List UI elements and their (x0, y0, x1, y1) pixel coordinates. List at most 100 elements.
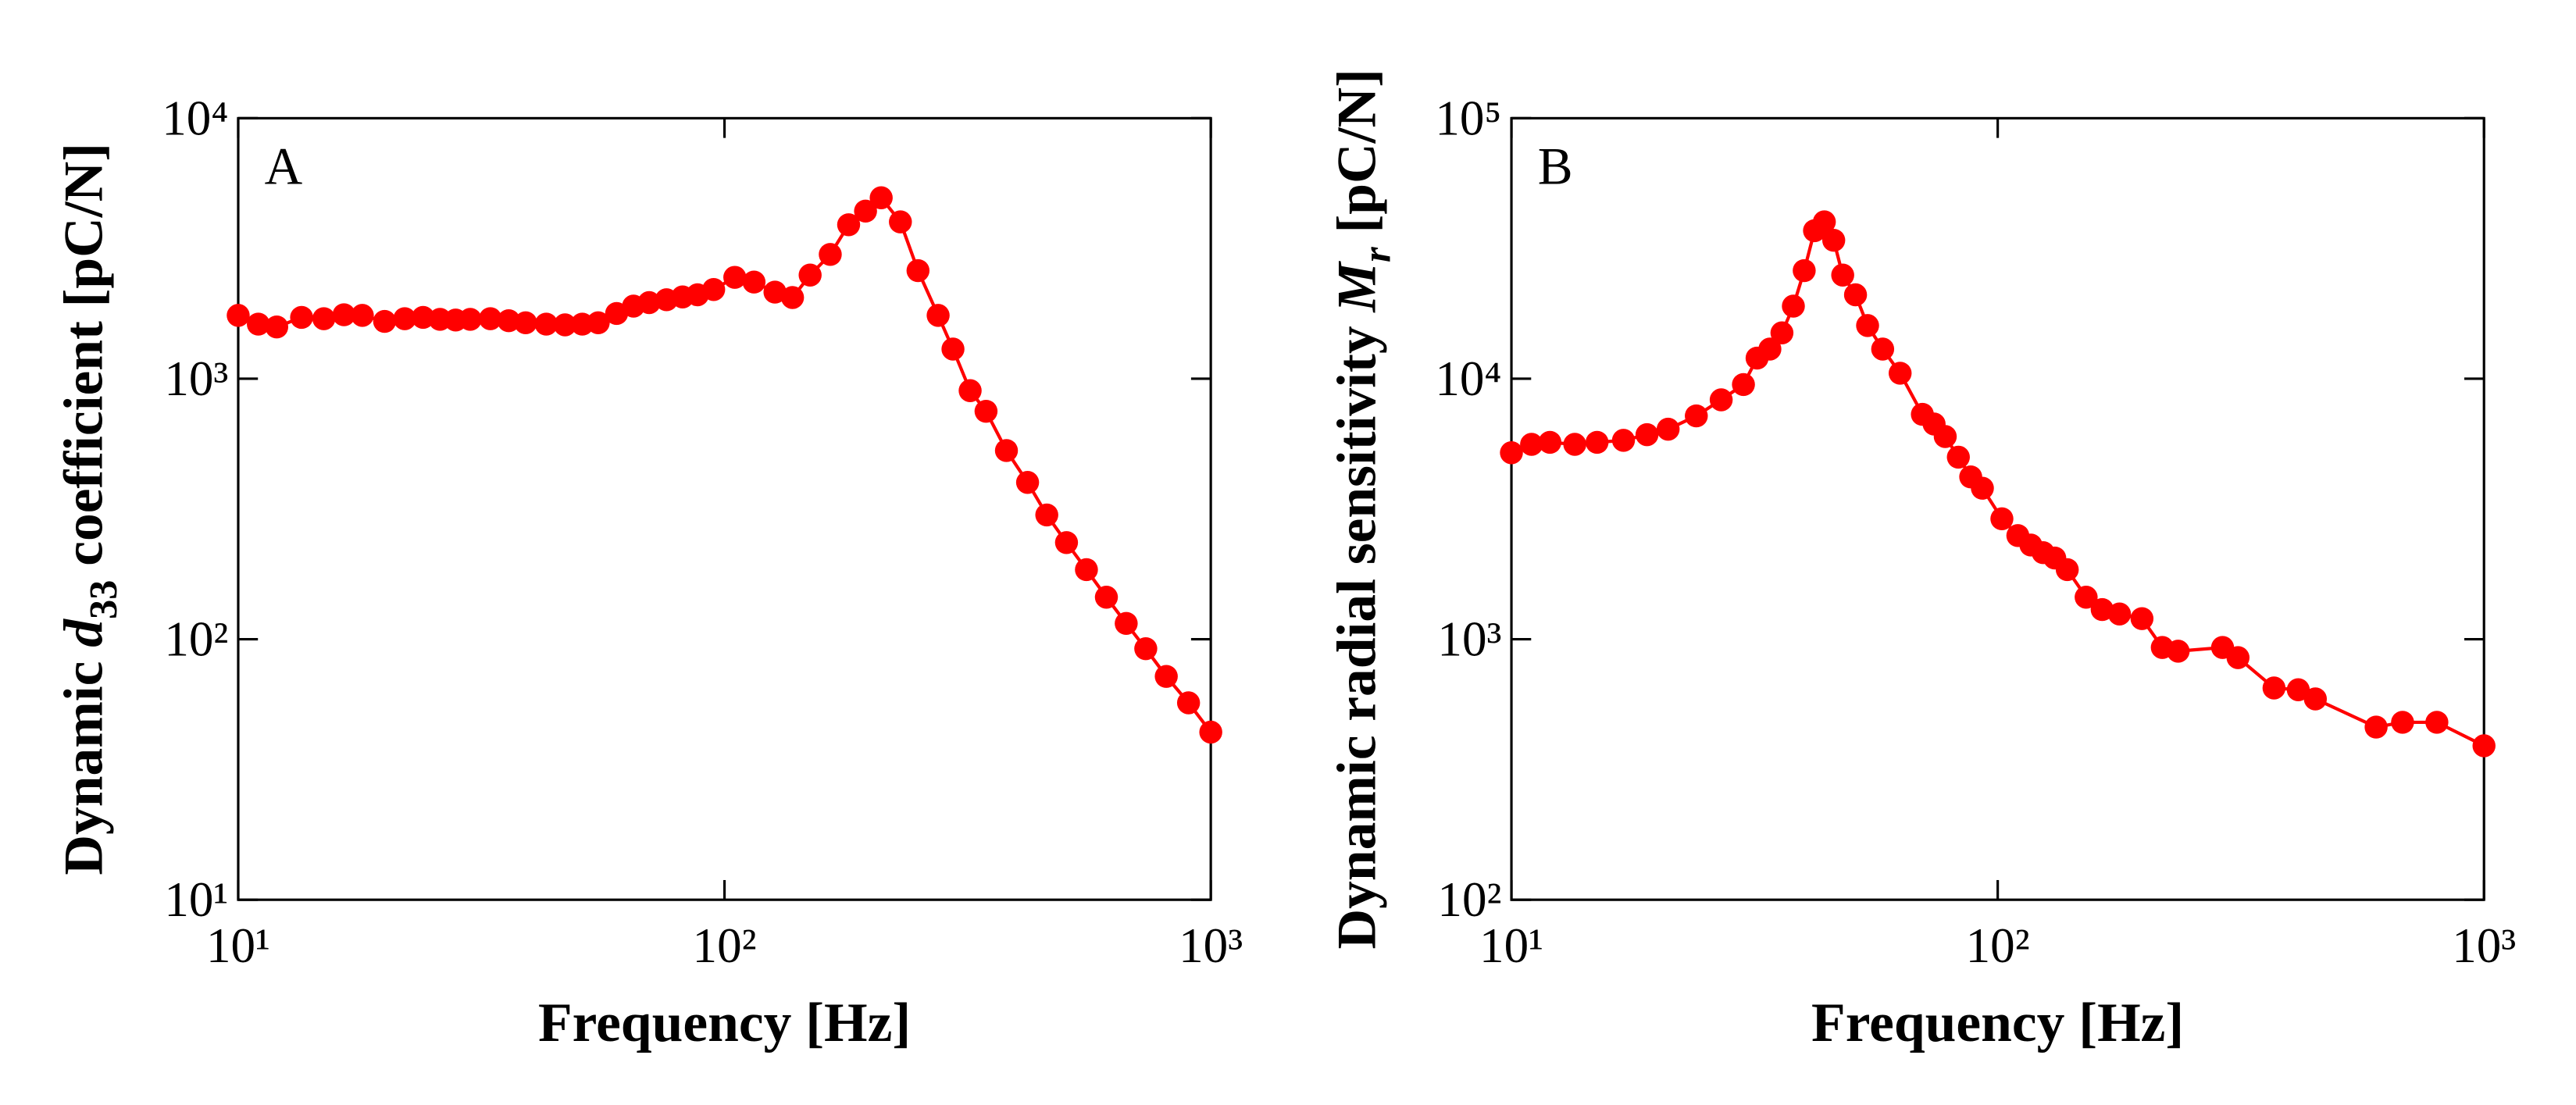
data-point (854, 199, 877, 223)
y-tick-label: 10² (164, 612, 228, 667)
data-point (869, 186, 893, 209)
data-point (1199, 720, 1222, 744)
data-point (1793, 258, 1816, 283)
data-point (1035, 503, 1058, 527)
y-tick-label: 10¹ (164, 872, 228, 927)
data-line (1511, 219, 2485, 747)
data-point (1585, 430, 1609, 454)
data-point (1563, 433, 1586, 456)
x-axis-label: Frequency [Hz] (1811, 992, 2184, 1053)
data-point (958, 379, 982, 402)
data-point (351, 304, 374, 327)
x-tick-label: 10³ (2452, 918, 2516, 973)
y-tick-label: 10⁵ (1435, 91, 1501, 145)
data-point (458, 308, 482, 331)
x-tick-label: 10³ (1179, 918, 1243, 973)
data-point (2286, 678, 2310, 701)
y-tick-label: 10³ (164, 351, 228, 406)
data-point (1843, 283, 1868, 307)
data-point (994, 439, 1019, 462)
data-point (723, 266, 747, 289)
panel-label: A (265, 137, 303, 195)
x-tick-label: 10² (1966, 918, 2030, 973)
x-tick-label: 10¹ (1479, 918, 1543, 973)
data-point (1933, 425, 1957, 448)
data-point (1054, 531, 1079, 554)
y-label-text: Dynamic radial sensitivity (1325, 312, 1387, 950)
data-point (819, 243, 842, 266)
data-point (2166, 640, 2190, 663)
data-point (553, 313, 577, 337)
y-label-symbol: d (52, 618, 114, 647)
data-point (1856, 314, 1879, 337)
data-point (1094, 586, 1119, 609)
data-point (1709, 388, 1733, 412)
data-point (1176, 691, 1201, 715)
data-point (1520, 433, 1543, 456)
data-point (587, 311, 610, 335)
plot-frame (1510, 116, 2485, 901)
data-point (2075, 586, 2098, 609)
data-point (2130, 607, 2154, 630)
data-point (411, 305, 435, 330)
y-label-text: coefficient [pC/N] (52, 143, 114, 580)
panel-label: B (1538, 137, 1573, 195)
data-point (373, 309, 397, 333)
data-point (2472, 734, 2496, 757)
data-point (1946, 445, 1970, 469)
data-point (1500, 441, 1523, 465)
data-point (780, 286, 805, 309)
data-point (763, 280, 787, 304)
x-axis-label: Frequency [Hz] (538, 992, 911, 1053)
data-point (837, 213, 861, 237)
y-label-text: Dynamic (52, 647, 114, 875)
data-point (1154, 665, 1178, 688)
data-point (1611, 429, 1636, 452)
data-point (1538, 430, 1562, 454)
data-point (1971, 476, 1994, 500)
y-label-text: [pC/N] (1325, 69, 1387, 247)
data-point (290, 305, 313, 330)
y-tick-label: 10⁴ (162, 91, 228, 145)
y-label-subscript: r (1354, 246, 1398, 262)
data-point (637, 291, 661, 315)
data-point (1134, 636, 1158, 661)
data-point (2391, 711, 2414, 734)
data-point (1115, 611, 1138, 636)
data-point (2107, 602, 2132, 626)
y-label-subscript: 33 (81, 580, 125, 619)
y-tick-label: 10² (1437, 872, 1501, 927)
data-point (1635, 422, 1659, 447)
data-point (742, 270, 766, 294)
data-point (1821, 228, 1846, 252)
data-point (1812, 210, 1836, 233)
y-tick-label: 10³ (1437, 612, 1501, 667)
data-point (889, 210, 912, 233)
data-point (265, 315, 289, 339)
data-point (227, 304, 250, 327)
plot-frame (237, 116, 1212, 901)
data-point (974, 399, 998, 423)
data-point (1831, 263, 1854, 287)
data-point (1758, 337, 1782, 361)
data-point (2055, 558, 2079, 582)
data-point (2090, 597, 2114, 622)
data-point (926, 304, 950, 327)
y-axis-label: Dynamic radial sensitivity Mr [pC/N] (1325, 69, 1398, 949)
x-tick-label: 10¹ (206, 918, 270, 973)
data-point (1732, 372, 1755, 397)
y-tick-label: 10⁴ (1435, 351, 1501, 406)
data-point (479, 307, 502, 330)
data-point (2303, 687, 2328, 711)
data-point (701, 278, 726, 301)
data-point (1871, 337, 1895, 361)
data-point (1888, 362, 1912, 385)
data-point (1782, 294, 1805, 318)
data-point (514, 311, 537, 335)
data-point (941, 337, 965, 361)
data-point (1770, 321, 1794, 344)
data-point (393, 307, 416, 330)
data-point (906, 258, 930, 283)
